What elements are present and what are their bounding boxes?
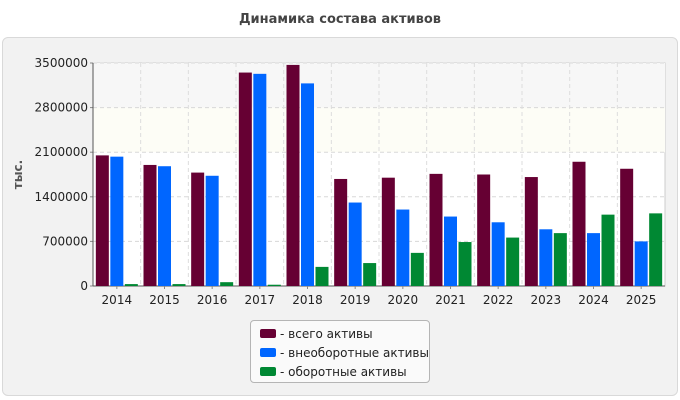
bar	[506, 237, 520, 286]
bar	[410, 252, 424, 286]
bar	[110, 156, 124, 286]
legend-label: - оборотные активы	[280, 364, 407, 379]
bar	[124, 284, 138, 286]
bar	[301, 83, 314, 286]
y-axis-label: тыс.	[11, 160, 25, 189]
bar	[601, 214, 615, 286]
x-tick-label: 2024	[578, 293, 609, 307]
bar	[315, 266, 329, 286]
bar	[363, 263, 377, 286]
x-tick-label: 2019	[340, 293, 371, 307]
x-tick-label: 2020	[388, 293, 419, 307]
legend-swatch	[260, 348, 276, 357]
legend-item-noncurrent-assets: - внеоборотные активы	[251, 343, 429, 362]
legend-item-total-assets: - всего активы	[251, 324, 429, 343]
y-tick-label: 1400000	[35, 190, 88, 204]
bar	[238, 72, 252, 286]
y-tick-label: 700000	[42, 234, 88, 248]
bar	[429, 173, 443, 286]
bar	[444, 216, 457, 286]
y-tick-label: 2100000	[35, 145, 88, 159]
legend-swatch	[260, 367, 276, 376]
bar	[334, 178, 348, 286]
bar	[572, 161, 586, 286]
bar	[267, 284, 281, 286]
x-tick-label: 2015	[149, 293, 180, 307]
bar	[477, 174, 491, 286]
x-tick-label: 2021	[435, 293, 466, 307]
chart-legend: - всего активы - внеоборотные активы - о…	[250, 320, 430, 383]
bar	[143, 164, 157, 286]
bar	[491, 222, 505, 286]
bar	[396, 209, 410, 286]
x-tick-label: 2018	[292, 293, 323, 307]
x-tick-label: 2023	[531, 293, 562, 307]
bar	[348, 202, 362, 286]
bar	[381, 177, 395, 286]
bar	[539, 229, 553, 286]
bar	[205, 175, 219, 286]
x-tick-label: 2016	[197, 293, 228, 307]
bar	[587, 233, 600, 286]
bar	[634, 241, 648, 286]
bar	[649, 213, 663, 286]
legend-label: - внеоборотные активы	[280, 345, 429, 360]
bar	[191, 172, 205, 286]
bar	[220, 282, 234, 286]
bar	[253, 73, 267, 287]
bar	[95, 155, 109, 286]
y-tick-label: 3500000	[35, 56, 88, 70]
bar	[286, 64, 300, 286]
x-tick-label: 2022	[483, 293, 514, 307]
bar	[172, 284, 186, 286]
bar	[553, 233, 567, 286]
bar	[458, 242, 472, 286]
legend-swatch	[260, 329, 276, 338]
bar	[524, 177, 538, 286]
x-tick-label: 2025	[626, 293, 657, 307]
x-tick-label: 2014	[102, 293, 133, 307]
legend-item-current-assets: - оборотные активы	[251, 362, 429, 381]
y-tick-label: 2800000	[35, 101, 88, 115]
x-tick-label: 2017	[245, 293, 276, 307]
bar	[620, 168, 634, 286]
y-tick-label: 0	[80, 279, 88, 293]
chart-title: Динамика состава активов	[238, 12, 442, 27]
bar	[158, 166, 171, 286]
legend-label: - всего активы	[280, 326, 373, 341]
